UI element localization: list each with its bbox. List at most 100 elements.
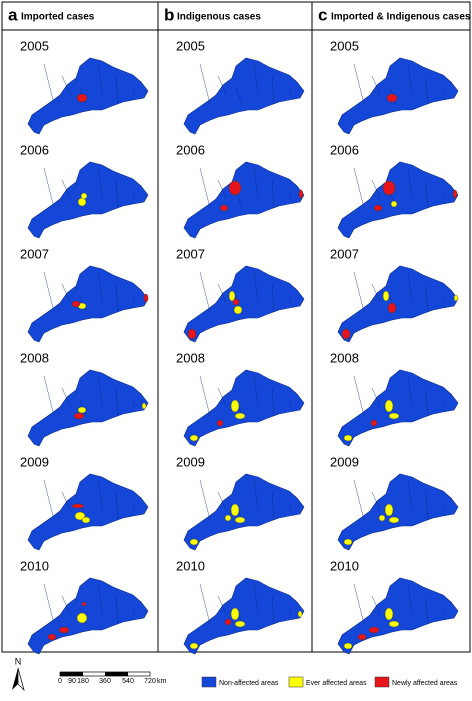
- map: [27, 473, 149, 551]
- district-border: [97, 583, 103, 615]
- district-border: [115, 283, 119, 313]
- affected-area: [390, 200, 398, 208]
- map: [337, 577, 459, 655]
- province: [337, 57, 459, 135]
- province: [183, 161, 305, 239]
- district-border: [217, 387, 227, 407]
- affected-area: [298, 189, 304, 199]
- affected-area: [233, 305, 243, 315]
- district-border: [371, 283, 381, 303]
- year-label: 2007: [176, 246, 205, 261]
- column-letter: c: [318, 5, 327, 24]
- affected-area: [228, 180, 242, 196]
- map: [183, 57, 305, 135]
- district-border: [115, 595, 119, 625]
- province: [183, 577, 305, 655]
- district-border: [407, 583, 413, 615]
- district-border: [271, 491, 275, 521]
- legend-label: Non-affected areas: [219, 680, 279, 687]
- year-label: 2007: [330, 246, 359, 261]
- affected-area: [224, 514, 232, 522]
- affected-area: [373, 204, 383, 212]
- district-border: [253, 63, 259, 95]
- district-border: [43, 479, 55, 521]
- legend-swatch: [201, 676, 217, 688]
- district-border: [43, 583, 55, 625]
- map: [27, 577, 149, 655]
- district-border: [115, 179, 119, 209]
- column-title: Indigenous cases: [177, 12, 261, 23]
- province: [27, 473, 149, 551]
- affected-area: [341, 328, 351, 340]
- district-border: [271, 595, 275, 625]
- scale-label: 540: [122, 678, 134, 685]
- affected-area: [357, 633, 367, 641]
- scale-label: 360: [99, 678, 111, 685]
- district-border: [371, 387, 381, 407]
- district-border: [217, 283, 227, 303]
- province: [337, 369, 459, 447]
- affected-area: [382, 290, 390, 302]
- map: [337, 57, 459, 135]
- year-label: 2006: [176, 142, 205, 157]
- year-label: 2005: [176, 38, 205, 53]
- affected-area: [80, 192, 88, 200]
- district-border: [253, 167, 259, 199]
- affected-area: [343, 434, 353, 442]
- scale-label: 0: [58, 678, 62, 685]
- province: [27, 161, 149, 239]
- district-border: [407, 479, 413, 511]
- district-border: [407, 63, 413, 95]
- scale-label: 720: [144, 678, 156, 685]
- district-border: [353, 167, 365, 209]
- affected-area: [368, 626, 380, 634]
- district-border: [271, 283, 275, 313]
- district-border: [217, 179, 227, 199]
- district-border: [61, 387, 71, 407]
- district-border: [43, 167, 55, 209]
- affected-area: [77, 197, 87, 207]
- district-border: [353, 583, 365, 625]
- year-label: 2007: [20, 246, 49, 261]
- legend-label: Newly affected areas: [392, 680, 458, 687]
- affected-area: [384, 607, 394, 621]
- year-label: 2009: [20, 454, 49, 469]
- affected-area: [452, 189, 458, 199]
- year-label: 2006: [330, 142, 359, 157]
- district-border: [407, 167, 413, 199]
- affected-area: [384, 503, 394, 517]
- map: [183, 369, 305, 447]
- province: [183, 265, 305, 343]
- map: [337, 265, 459, 343]
- province: [183, 369, 305, 447]
- district-border: [253, 375, 259, 407]
- affected-area: [71, 503, 85, 509]
- district-border: [425, 491, 429, 521]
- year-label: 2009: [330, 454, 359, 469]
- province: [27, 265, 149, 343]
- province: [337, 265, 459, 343]
- affected-area: [453, 294, 459, 302]
- scale-bar-seg: [105, 672, 128, 676]
- affected-area: [76, 612, 88, 624]
- map: [27, 369, 149, 447]
- year-label: 2006: [20, 142, 49, 157]
- affected-area: [388, 516, 400, 524]
- affected-area: [58, 626, 70, 634]
- district-border: [217, 595, 227, 615]
- year-label: 2009: [176, 454, 205, 469]
- affected-area: [76, 93, 88, 103]
- affected-area: [234, 516, 246, 524]
- year-label: 2010: [176, 558, 205, 573]
- affected-area: [382, 180, 396, 196]
- district-border: [425, 595, 429, 625]
- column-letter: b: [164, 5, 174, 24]
- affected-area: [230, 399, 240, 413]
- legend-label: Ever affected areas: [306, 680, 367, 687]
- affected-area: [234, 412, 246, 420]
- year-label: 2005: [20, 38, 49, 53]
- affected-area: [232, 298, 240, 306]
- affected-area: [388, 412, 400, 420]
- column-title: Imported cases: [21, 12, 95, 23]
